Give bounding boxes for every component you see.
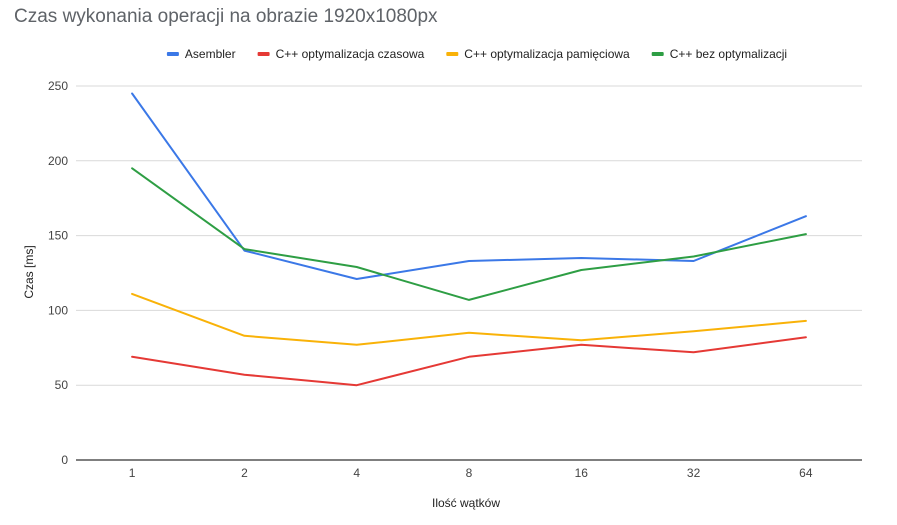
legend-label: C++ optymalizacja pamięciowa (464, 47, 630, 61)
legend-label: C++ optymalizacja czasowa (276, 47, 425, 61)
y-tick-label: 150 (48, 229, 68, 243)
y-tick-label: 0 (61, 453, 68, 467)
y-axis-ticks: 0 50 100 150 200 250 (48, 79, 68, 467)
legend-item: C++ optymalizacja pamięciowa (446, 47, 630, 61)
y-tick-label: 100 (48, 303, 68, 317)
x-tick-label: 8 (466, 466, 473, 480)
legend-item: C++ bez optymalizacji (651, 47, 787, 61)
legend: Asembler C++ optymalizacja czasowa C++ opt… (166, 47, 787, 61)
y-tick-label: 50 (55, 378, 69, 392)
legend-item: Asembler (166, 47, 236, 61)
x-tick-label: 32 (687, 466, 701, 480)
gridlines (76, 85, 862, 461)
legend-swatch (166, 52, 179, 56)
legend-label: Asembler (185, 47, 236, 61)
series-line (131, 336, 807, 387)
series-line (131, 92, 807, 280)
series-line (131, 167, 807, 301)
x-tick-label: 16 (575, 466, 589, 480)
legend-swatch (446, 52, 459, 56)
legend-item: C++ optymalizacja czasowa (257, 47, 425, 61)
y-axis-label: Czas [ms] (22, 245, 36, 298)
x-axis-label: Ilość wątków (432, 496, 500, 510)
chart-title: Czas wykonania operacji na obrazie 1920x… (14, 6, 438, 27)
x-tick-label: 1 (129, 466, 136, 480)
x-axis-ticks: 1 2 4 8 16 32 64 (129, 466, 813, 480)
legend-swatch (257, 52, 270, 56)
y-tick-label: 200 (48, 154, 68, 168)
x-tick-label: 64 (799, 466, 813, 480)
x-tick-label: 4 (353, 466, 360, 480)
series-line (131, 292, 807, 346)
x-tick-label: 2 (241, 466, 248, 480)
series-lines (131, 92, 807, 387)
y-tick-label: 250 (48, 79, 68, 93)
legend-label: C++ bez optymalizacji (670, 47, 787, 61)
legend-swatch (651, 52, 664, 56)
